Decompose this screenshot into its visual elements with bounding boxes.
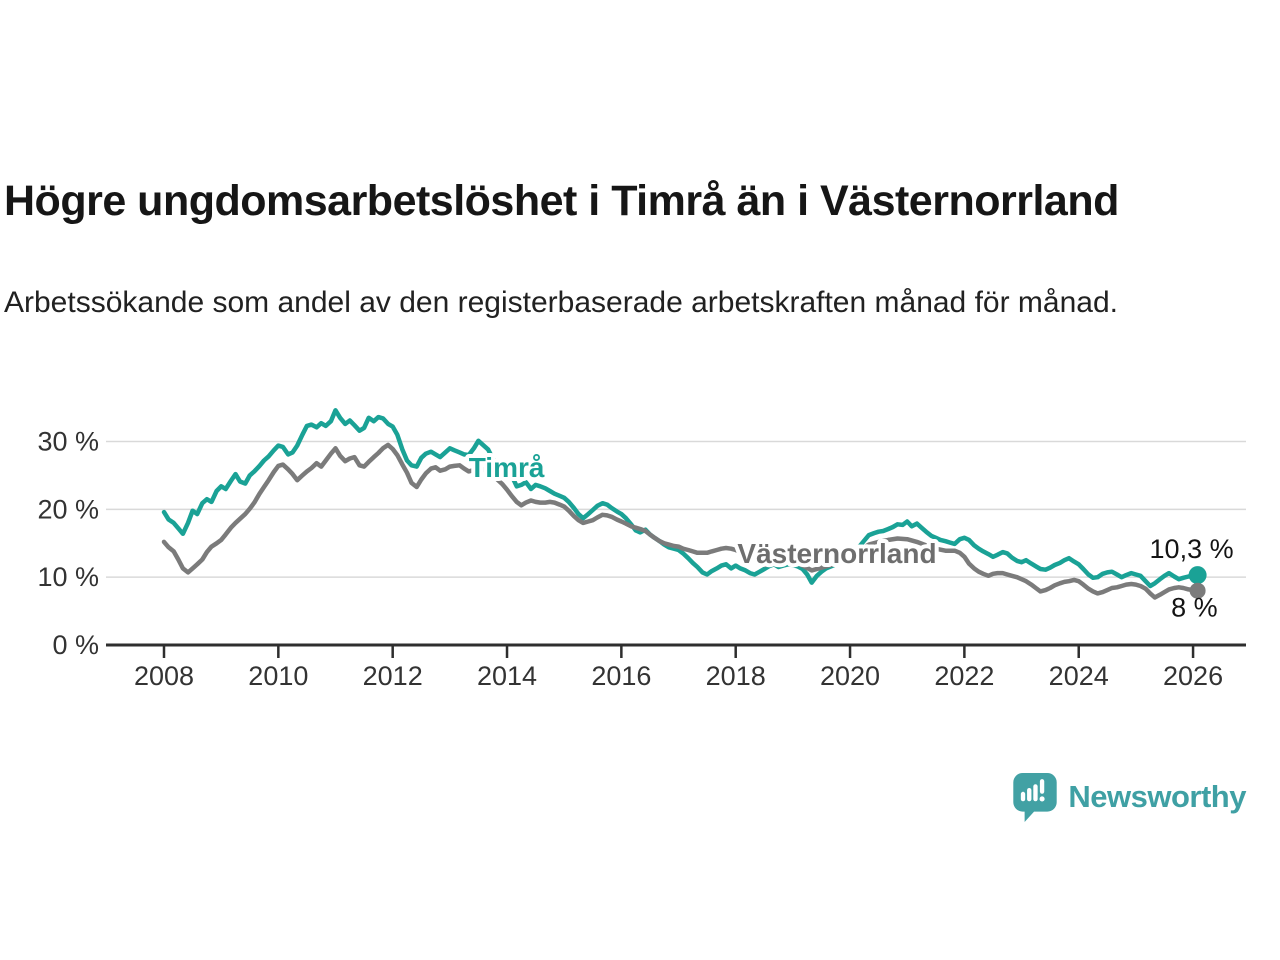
x-axis-tick-label: 2018 [706,661,766,691]
endpoint-dot-vasternorrland [1189,582,1206,599]
timra-line [161,408,1200,589]
y-axis-tick-label: 30 % [37,427,99,457]
x-axis-tick-label: 2024 [1049,661,1109,691]
chart-subtitle: Arbetssökande som andel av den registerb… [4,286,1118,319]
x-axis-tick-label: 2010 [248,661,308,691]
unemployment-line-chart-svg: 2008 2010 2012 2014 2016 2018 2020 2022 2024 2026… [37,408,1246,691]
newsworthy-logo-text: Newsworthy [1068,779,1246,814]
x-axis-tick-label: 2012 [363,661,423,691]
y-axis-tick-label: 10 % [37,562,99,592]
x-axis-tick-label: 2016 [591,661,651,691]
page-title: Högre ungdomsarbetslöshet i Timrå än i V… [4,176,1119,225]
series-label-timra: Timrå [469,452,545,483]
endpoint-value-label-timra: 10,3 % [1150,534,1234,564]
newsworthy-logo[interactable]: Newsworthy [1012,772,1246,822]
vasternorrland-line [161,442,1200,600]
endpoint-dot-timra [1188,566,1207,585]
y-axis-tick-label: 20 % [37,494,99,524]
newsworthy-logo-icon [1013,772,1058,822]
x-axis-tick-label: 2026 [1163,661,1223,691]
series-label-vasternorrland: Västernorrland [737,538,936,569]
x-axis-tick-label: 2014 [477,661,537,691]
endpoint-value-label-vasternorrland: 8 % [1171,593,1218,623]
line-chart: 2008 2010 2012 2014 2016 2018 2020 2022 2024 2026… [0,380,1280,710]
x-axis-tick-label: 2008 [134,661,194,691]
x-axis-tick-label: 2022 [934,661,994,691]
y-axis-tick-label: 0 % [52,630,99,660]
x-axis-tick-label: 2020 [820,661,880,691]
